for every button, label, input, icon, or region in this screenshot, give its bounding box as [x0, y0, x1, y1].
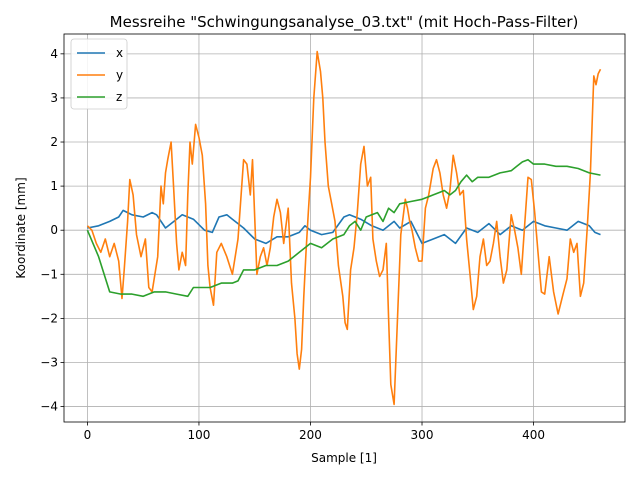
legend-label-y: y — [116, 68, 123, 82]
x-tick-label: 100 — [187, 428, 210, 442]
series-line-z — [86, 158, 601, 298]
x-tick-label: 400 — [522, 428, 545, 442]
chart-title: Messreihe "Schwingungsanalyse_03.txt" (m… — [110, 13, 579, 32]
axes-frame — [63, 33, 626, 423]
x-tick-label: 300 — [411, 428, 434, 442]
y-tick-label: −4 — [40, 400, 58, 414]
y-tick-label: 1 — [50, 179, 58, 193]
x-tick-label: 0 — [84, 428, 92, 442]
y-tick-label: 0 — [50, 223, 58, 237]
legend: xyz — [70, 38, 128, 110]
legend-label-z: z — [116, 90, 122, 104]
plot-area — [86, 50, 602, 406]
series-line-y — [86, 50, 602, 406]
x-axis-label: Sample [1] — [311, 451, 377, 465]
y-tick-label: 2 — [50, 135, 58, 149]
y-tick-label: −2 — [40, 311, 58, 325]
y-tick-label: −1 — [40, 267, 58, 281]
y-tick-label: −3 — [40, 355, 58, 369]
legend-label-x: x — [116, 46, 123, 60]
tick-marks: 0 100 200 300 400 −4 −3 −2 −1 0 1 2 3 4 — [40, 47, 545, 442]
y-tick-label: 4 — [50, 47, 58, 61]
x-tick-label: 200 — [299, 428, 322, 442]
y-axis-label: Koordinate [mm] — [14, 177, 28, 278]
y-tick-label: 3 — [50, 91, 58, 105]
legend-box — [70, 38, 128, 110]
